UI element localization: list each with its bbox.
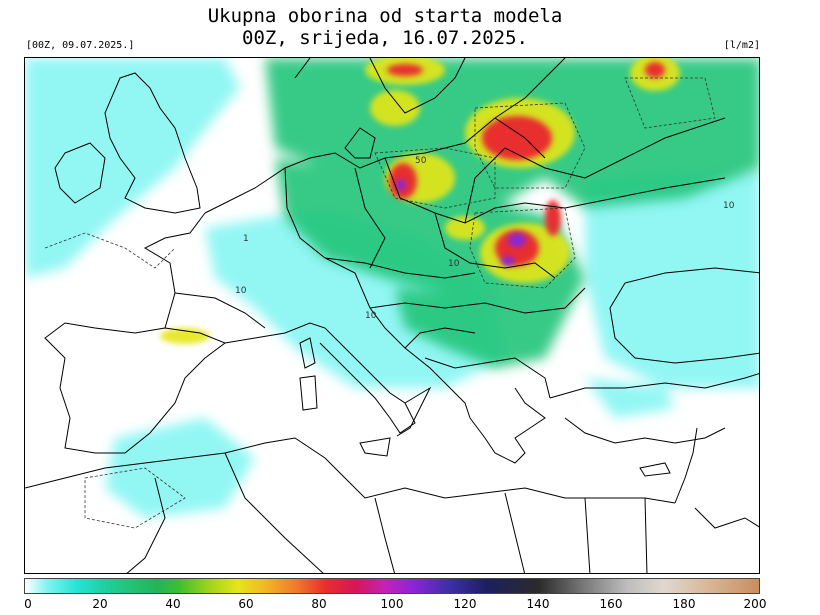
unit-label: [l/m2]	[723, 40, 760, 51]
colorbar-tick: 180	[672, 597, 696, 611]
title-line-1: Ukupna oborina od starta modela	[207, 5, 563, 27]
colorbar-tick: 100	[380, 597, 404, 611]
colorbar-tick: 60	[238, 597, 254, 611]
contour-lines	[44, 77, 716, 529]
colorbar-tick: 200	[743, 597, 767, 611]
title-line-2: 00Z, srijeda, 16.07.2025.	[242, 27, 528, 49]
colorbar-tick: 140	[526, 597, 550, 611]
contour-label: 10	[235, 286, 247, 296]
contour-label: 10	[723, 201, 735, 211]
contour-labels: 50 10 10 10 10 1	[235, 156, 735, 321]
contour-label: 50	[415, 156, 427, 166]
precipitation-colorbar	[24, 578, 760, 594]
colorbar-tick: 40	[165, 597, 181, 611]
precip-field-extreme	[396, 179, 526, 266]
coastlines-and-borders	[25, 58, 759, 573]
colorbar-tick: 20	[92, 597, 108, 611]
colorbar-tick: 120	[453, 597, 477, 611]
colorbar-tick: 80	[311, 597, 327, 611]
model-run-label: [00Z, 09.07.2025.]	[26, 40, 135, 51]
colorbar-tick: 160	[599, 597, 623, 611]
contour-label: 10	[448, 259, 460, 269]
colorbar-tick: 0	[24, 597, 32, 611]
contour-label: 1	[243, 234, 249, 244]
precipitation-map: 50 10 10 10 10 1	[24, 57, 760, 574]
contour-label: 10	[365, 311, 377, 321]
